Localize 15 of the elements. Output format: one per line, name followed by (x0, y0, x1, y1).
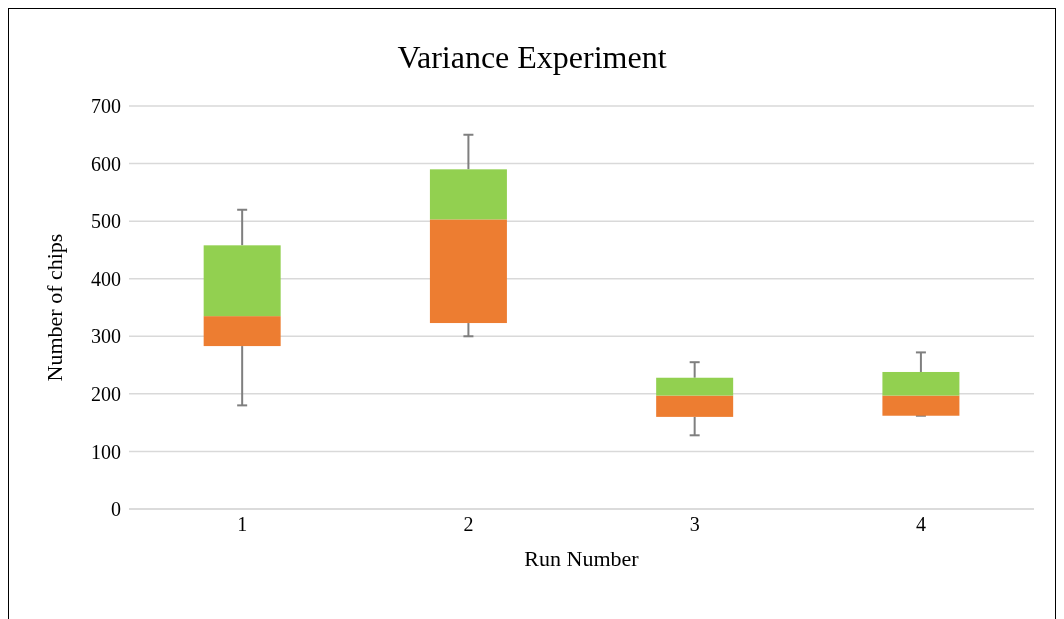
x-tick-label: 3 (689, 513, 700, 536)
y-tick-label: 400 (91, 267, 121, 290)
chart-title: Variance Experiment (396, 39, 668, 76)
x-tick-label: 2 (463, 513, 474, 536)
x-tick-label: 1 (237, 513, 248, 536)
y-tick-label: 0 (111, 498, 121, 521)
x-axis-title: Run Number (524, 546, 640, 571)
y-tick-label: 100 (91, 440, 121, 463)
x-tick-label: 4 (915, 513, 926, 536)
y-tick-label: 600 (91, 152, 121, 175)
y-tick-label: 500 (91, 210, 121, 233)
y-tick-label: 300 (91, 325, 121, 348)
y-tick-label: 700 (91, 95, 121, 118)
y-axis-title: Number of chips (41, 233, 67, 382)
y-tick-label: 200 (91, 382, 121, 405)
